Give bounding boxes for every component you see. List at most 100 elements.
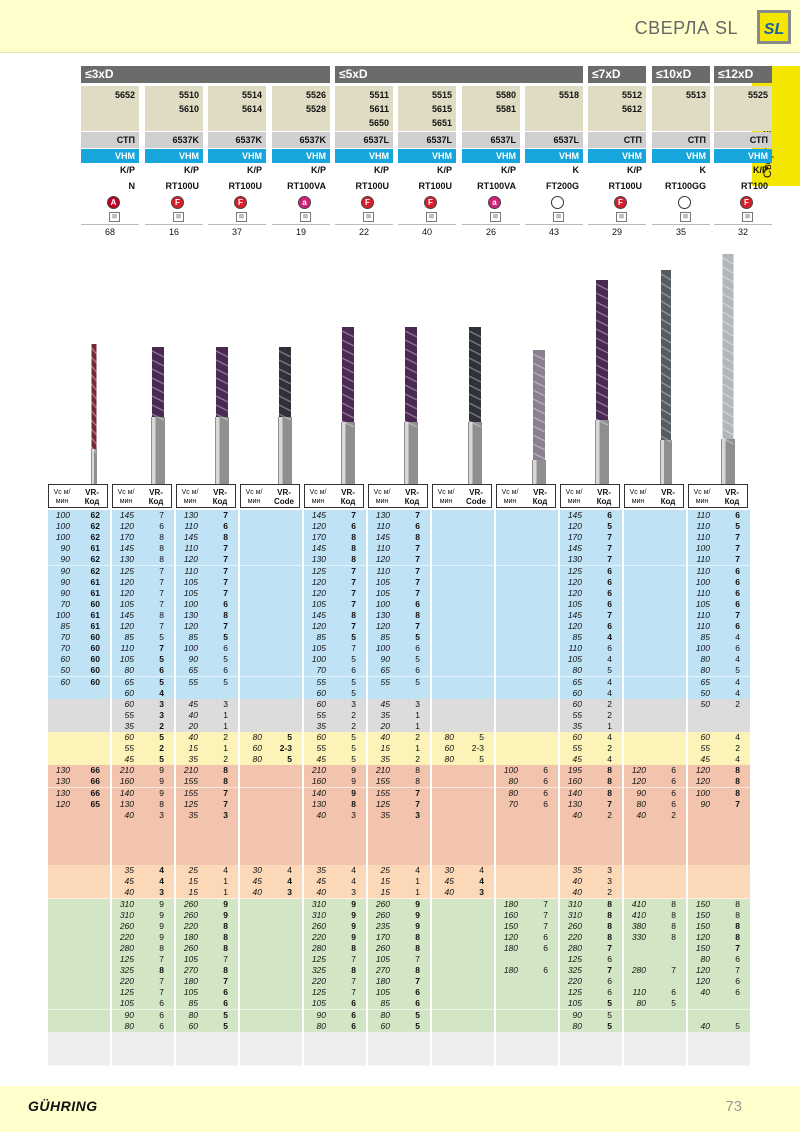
tool-column-header: 5580 5581 6537L VHM K/P RT100VA a ⊠ 26 [462,86,520,246]
vr-code: 7 [543,898,548,909]
vc-value: 210 [119,765,134,776]
vr-code: 6 [735,510,740,520]
vr-code: 7 [223,798,228,809]
standard-label: СТП [81,132,139,148]
vr-code: 8 [607,931,612,942]
vc-value: 85 [188,632,198,643]
vc-value: 80 [124,1020,134,1031]
vc-value: 110 [696,621,710,631]
vr-code: 6 [735,598,740,609]
vr-code: 7 [735,543,740,554]
vr-code: 7 [351,987,356,998]
vr-code: 7 [159,621,164,631]
table-row [48,1053,750,1066]
vc-value: 35 [188,754,198,765]
vc-value: 120 [55,798,70,809]
vc-value: 120 [567,521,582,532]
vc-value: 120 [311,576,326,587]
standard-label: 6537L [335,132,393,148]
vr-code: 4 [735,687,740,698]
vr-code: 8 [735,898,740,909]
vr-code: 3 [223,809,228,820]
cell-background [176,1053,238,1066]
vc-value: 85 [60,621,70,631]
vc-value: 60 [124,698,134,709]
table-row: 55 3 40 1 55 2 35 1 55 2 [48,709,750,722]
vc-value: 105 [567,998,582,1009]
vr-code: 7 [351,976,356,987]
vc-value: 100 [503,765,518,776]
vc-value: 60 [700,732,710,742]
vr-code: 7 [351,576,356,587]
vr-code: 1 [223,876,228,887]
vr-code: 7 [223,587,228,598]
vr-code: 9 [351,909,356,920]
vc-value: 310 [311,909,326,920]
tool-code: 5612 [621,104,642,114]
table-row: 60 4 60 5 60 4 50 4 [48,687,750,700]
vr-code: 6 [159,665,164,676]
table-row: 40 3 15 1 40 3 40 3 15 1 40 3 40 2 [48,887,750,900]
vc-value: 80 [444,732,454,742]
vr-code: 4 [607,632,612,643]
vr-code: 4 [415,865,420,876]
vr-code: 6 [223,665,228,676]
vc-value: 110 [632,987,646,998]
tool-code: 5513 [685,90,706,100]
table-row: 60 60 105 5 90 5 100 5 90 5 105 4 80 4 [48,654,750,667]
vr-code: 4 [607,654,612,665]
tool-codes: 5511 5611 5650 [335,86,393,131]
material-label: VHM [398,149,456,163]
vr-code: 9 [351,898,356,909]
vc-value: 120 [631,765,646,776]
vr-code: 6 [543,776,548,787]
vr-code: 3 [351,887,356,898]
standard-label: СТП [652,132,710,148]
vr-code: 6 [415,598,420,609]
vr-code: 8 [351,609,356,620]
vr-code: 2 [735,698,740,709]
vr-code: 8 [671,920,676,931]
vc-value: 130 [55,787,70,798]
vr-header: VR- Код [340,488,356,506]
vr-code: 5 [735,665,740,676]
vc-header: Vc м/мин [53,489,71,505]
vc-value: 30 [444,865,454,876]
vc-value: 105 [183,576,198,587]
vc-value: 45 [444,876,454,887]
vc-value: 120 [695,965,710,976]
vc-value: 40 [380,732,390,742]
vc-value: 35 [380,809,390,820]
vc-value: 110 [696,521,710,532]
vc-value: 15 [188,876,198,887]
vc-value: 100 [55,510,70,520]
vr-code: 6 [159,521,164,532]
vc-value: 70 [60,643,70,654]
vc-value: 160 [311,776,326,787]
vr-code: 3 [607,865,612,876]
vr-code: 5 [159,676,164,687]
vc-value: 100 [695,543,710,554]
tool-code: 5515 [431,90,452,100]
vr-code: 5 [415,654,420,665]
vc-value: 45 [124,754,134,765]
vr-code: 6 [735,587,740,598]
vr-code: 7 [159,598,164,609]
vc-value: 90 [700,798,710,809]
vc-value: 105 [183,954,198,964]
vr-code: 3 [351,698,356,709]
vc-value: 260 [375,909,390,920]
header-bar: СВЕРЛА SL SL [0,0,800,53]
vc-value: 180 [503,898,518,909]
page-ref: 22 [335,224,393,240]
vc-value: 55 [124,743,134,754]
vr-code: 7 [415,976,420,987]
vc-value: 155 [375,776,390,787]
vc-value: 20 [188,720,198,731]
vr-code: 4 [735,754,740,765]
vc-value: 35 [124,720,134,731]
table-row: 60 3 45 3 60 3 45 3 60 2 50 2 [48,698,750,711]
vc-value: 105 [119,598,134,609]
vr-code: 6 [543,787,548,798]
cell-background [496,1053,558,1066]
